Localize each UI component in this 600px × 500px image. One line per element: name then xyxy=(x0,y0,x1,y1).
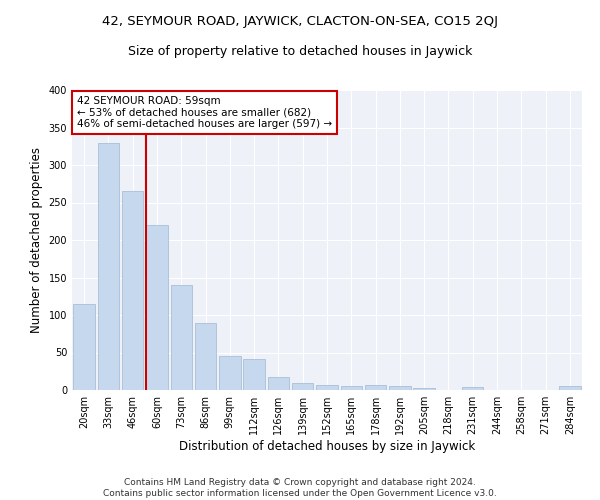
Y-axis label: Number of detached properties: Number of detached properties xyxy=(30,147,43,333)
Bar xyxy=(219,356,241,390)
Bar xyxy=(73,304,95,390)
Bar xyxy=(462,387,484,390)
Bar xyxy=(122,191,143,390)
X-axis label: Distribution of detached houses by size in Jaywick: Distribution of detached houses by size … xyxy=(179,440,475,453)
Bar xyxy=(195,322,216,390)
Bar xyxy=(170,285,192,390)
Bar xyxy=(268,376,289,390)
Bar xyxy=(292,383,313,390)
Text: Contains HM Land Registry data © Crown copyright and database right 2024.
Contai: Contains HM Land Registry data © Crown c… xyxy=(103,478,497,498)
Text: Size of property relative to detached houses in Jaywick: Size of property relative to detached ho… xyxy=(128,45,472,58)
Bar xyxy=(244,358,265,390)
Text: 42, SEYMOUR ROAD, JAYWICK, CLACTON-ON-SEA, CO15 2QJ: 42, SEYMOUR ROAD, JAYWICK, CLACTON-ON-SE… xyxy=(102,15,498,28)
Bar xyxy=(146,225,167,390)
Bar xyxy=(413,388,435,390)
Bar xyxy=(341,386,362,390)
Text: 42 SEYMOUR ROAD: 59sqm
← 53% of detached houses are smaller (682)
46% of semi-de: 42 SEYMOUR ROAD: 59sqm ← 53% of detached… xyxy=(77,96,332,129)
Bar xyxy=(365,385,386,390)
Bar xyxy=(559,386,581,390)
Bar xyxy=(389,386,410,390)
Bar xyxy=(316,385,338,390)
Bar xyxy=(98,142,119,390)
